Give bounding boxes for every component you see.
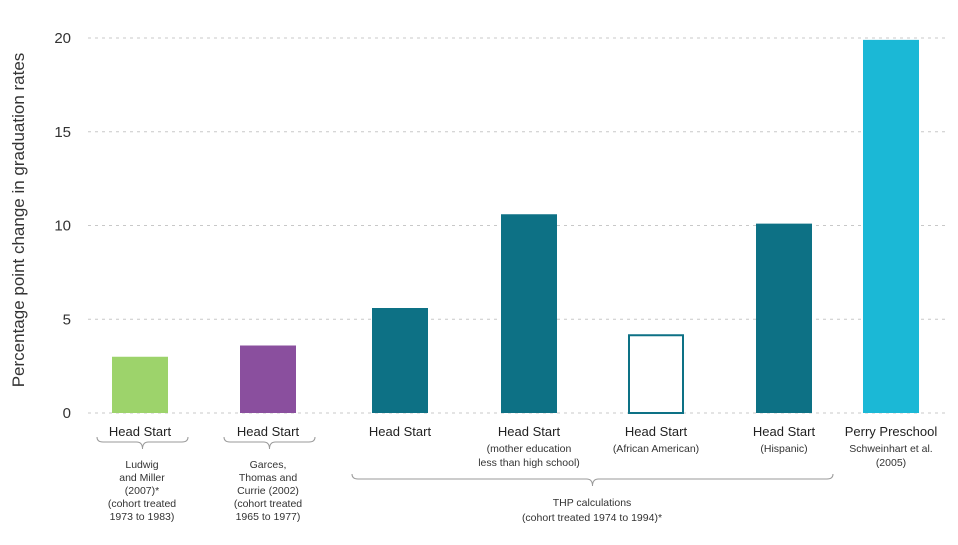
group-brace	[96, 436, 189, 450]
category-sublabel: (2005)	[876, 457, 906, 469]
y-tick-label: 15	[54, 124, 71, 141]
category-labels: Head Start Head Start Head Start Head Start…	[109, 424, 937, 469]
y-tick-label: 0	[63, 405, 71, 422]
group-annotation: (cohort treated	[234, 498, 302, 510]
group-annotation: Garces,	[250, 459, 287, 471]
group-annotation: (cohort treated	[108, 498, 176, 510]
y-axis-label: Percentage point change in graduation ra…	[9, 53, 28, 388]
bar	[756, 223, 812, 413]
category-label: Head Start	[237, 424, 300, 439]
group-annotation: Ludwig	[125, 459, 158, 471]
y-tick-labels: 0 5 10 15 20	[54, 30, 71, 422]
bar	[501, 214, 557, 413]
category-sublabel: Schweinhart et al.	[849, 443, 932, 455]
bar	[372, 308, 428, 413]
y-tick-label: 10	[54, 218, 71, 235]
group-annotation: and Miller	[119, 472, 165, 484]
group-annotation: THP calculations	[553, 497, 632, 509]
group-annotation: (2007)*	[125, 485, 159, 497]
group-annotation: 1965 to 1977)	[236, 511, 301, 523]
y-tick-label: 20	[54, 30, 71, 47]
group-annotation: (cohort treated 1974 to 1994)*	[522, 512, 662, 524]
category-label: Head Start	[753, 424, 816, 439]
bar	[240, 345, 296, 413]
category-sublabel: less than high school)	[478, 457, 580, 469]
category-label: Head Start	[625, 424, 688, 439]
category-sublabel: (African American)	[613, 443, 699, 455]
bar	[112, 356, 168, 413]
group-brace	[223, 436, 316, 450]
bar	[863, 39, 919, 413]
category-label: Perry Preschool	[845, 424, 938, 439]
category-sublabel: (mother education	[487, 443, 572, 455]
group-annotation: 1973 to 1983)	[110, 511, 175, 523]
category-label: Head Start	[369, 424, 432, 439]
bars	[112, 39, 919, 414]
category-label: Head Start	[109, 424, 172, 439]
bar	[628, 334, 684, 414]
group-brace	[351, 473, 834, 487]
category-label: Head Start	[498, 424, 561, 439]
group-annotation: Currie (2002)	[237, 485, 299, 497]
group-annotation: Thomas and	[239, 472, 298, 484]
y-tick-label: 5	[63, 311, 71, 328]
category-sublabel: (Hispanic)	[760, 443, 807, 455]
